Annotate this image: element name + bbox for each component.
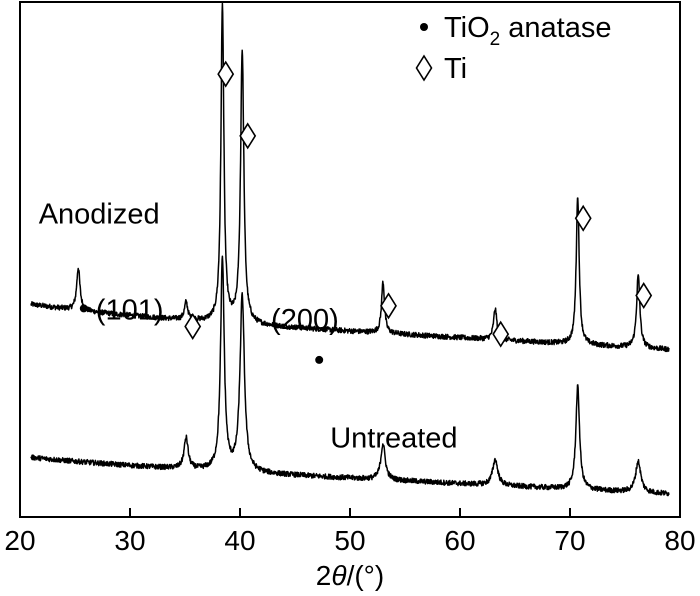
ti-diamond-marker	[492, 320, 510, 348]
series-line-untreated	[30, 255, 670, 497]
x-tick-label: 60	[444, 525, 475, 556]
series-label: Untreated	[330, 422, 457, 454]
series-traces	[30, 2, 670, 497]
x-tick-label: 50	[334, 525, 365, 556]
ti-diamond-marker	[380, 292, 397, 320]
x-tick-label: 40	[224, 525, 255, 556]
anatase-dot-marker	[315, 355, 324, 364]
x-axis-ticks: 20 30 40 50 60 70 80	[4, 508, 696, 556]
x-tick-label: 30	[114, 525, 145, 556]
legend-label-main: TiO	[444, 12, 490, 44]
ti-diamond-marker	[574, 204, 592, 232]
legend-diamond-marker	[415, 54, 433, 82]
series-line-anodized	[30, 2, 670, 353]
legend-entry-label: Ti	[444, 53, 467, 85]
legend-label-rest: anatase	[500, 12, 611, 44]
miller-index-label: (101)	[96, 294, 164, 326]
peak-annotations: Anodized Untreated (101) (200)	[39, 60, 653, 454]
series-label: Anodized	[39, 198, 160, 230]
miller-index-label: (200)	[271, 304, 339, 336]
ti-diamond-marker	[184, 312, 202, 340]
x-axis-label-symbol: θ	[331, 560, 346, 591]
x-tick-label: 80	[664, 525, 695, 556]
x-axis-label: 2θ/(°)	[316, 560, 384, 591]
legend-dot-marker	[420, 23, 428, 31]
legend-entry-label: TiO2 anatase	[444, 12, 611, 50]
x-axis-label-prefix: 2	[316, 560, 332, 591]
anatase-dot-marker	[79, 304, 88, 313]
ti-diamond-marker	[239, 122, 257, 150]
ti-diamond-marker	[635, 282, 653, 310]
x-tick-label: 20	[4, 525, 35, 556]
legend-label-subscript: 2	[490, 29, 501, 50]
legend-label-main: Ti	[444, 53, 467, 85]
x-axis-label-suffix: /(°)	[347, 560, 385, 591]
ti-diamond-marker	[217, 60, 235, 88]
x-tick-label: 70	[554, 525, 585, 556]
